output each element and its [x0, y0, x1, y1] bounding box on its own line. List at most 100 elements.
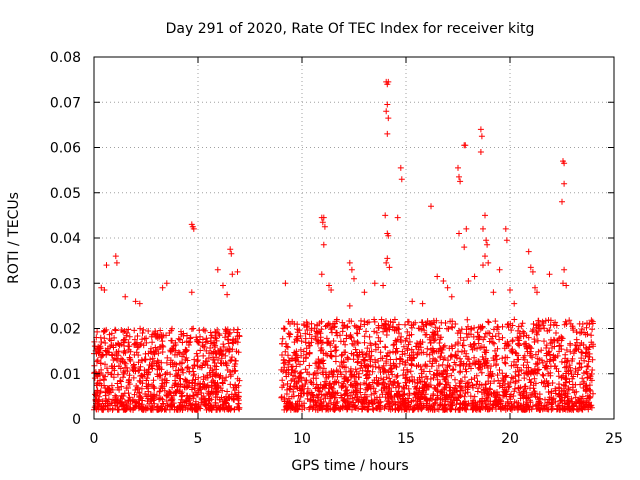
data-point [285, 330, 292, 337]
data-point [91, 369, 98, 376]
data-point [142, 356, 149, 363]
data-point [189, 379, 196, 386]
data-point [208, 332, 215, 339]
data-point [457, 361, 464, 368]
data-point [588, 332, 595, 339]
data-point [386, 264, 393, 271]
data-point [113, 350, 120, 357]
data-points [91, 78, 597, 413]
data-point [191, 392, 197, 399]
data-point [217, 346, 224, 353]
data-point [115, 341, 122, 347]
data-point [92, 391, 98, 398]
data-point [474, 388, 481, 395]
data-point [281, 325, 288, 332]
data-point [330, 338, 337, 344]
data-point [145, 328, 152, 334]
data-point [120, 369, 127, 376]
x-tick-label: 10 [293, 431, 311, 447]
data-point [125, 385, 131, 391]
data-point [493, 356, 500, 363]
data-point [198, 399, 205, 406]
data-point [104, 388, 111, 395]
data-point [461, 244, 468, 251]
data-point [200, 360, 207, 366]
data-point [182, 346, 189, 353]
data-point [212, 399, 219, 406]
data-point [151, 400, 158, 407]
data-point [227, 381, 234, 388]
data-point [139, 380, 146, 387]
data-point [120, 349, 127, 356]
data-point [211, 339, 217, 346]
data-point [94, 373, 101, 380]
data-point [163, 393, 170, 399]
data-point [120, 339, 127, 346]
data-point [228, 405, 235, 412]
data-point [97, 360, 104, 367]
data-point [485, 318, 491, 325]
data-point [346, 259, 353, 266]
y-tick-label: 0.01 [50, 367, 81, 383]
data-point [482, 212, 488, 219]
x-tick-label: 20 [501, 431, 519, 447]
data-point [137, 363, 144, 370]
data-point [213, 335, 219, 342]
data-point [436, 340, 443, 346]
data-point [156, 364, 163, 371]
data-point [508, 374, 515, 381]
data-point [222, 352, 229, 359]
data-point [553, 330, 559, 336]
data-point [558, 358, 565, 365]
data-point [511, 300, 518, 307]
data-point [149, 339, 156, 346]
data-point [471, 273, 478, 280]
data-point [461, 374, 468, 381]
data-point [95, 397, 102, 404]
data-point [384, 101, 391, 108]
data-point [457, 178, 464, 185]
data-point [177, 336, 183, 343]
data-point [306, 350, 313, 357]
data-point [200, 376, 207, 383]
data-point [102, 361, 108, 368]
data-point [229, 367, 236, 374]
data-point [105, 396, 112, 403]
data-point [227, 329, 233, 336]
data-point [548, 390, 555, 397]
data-point [159, 342, 166, 349]
data-point [531, 339, 538, 345]
y-tick-label: 0.07 [50, 95, 81, 111]
data-point [174, 351, 181, 358]
data-point [192, 401, 199, 408]
data-point [137, 325, 144, 332]
data-point [220, 344, 227, 350]
data-point [233, 348, 240, 355]
data-point [398, 176, 405, 183]
data-point [440, 278, 447, 284]
data-point [222, 399, 229, 406]
data-point [384, 255, 391, 262]
data-point [106, 336, 113, 342]
data-point [131, 327, 138, 334]
data-point [546, 271, 553, 278]
data-point [372, 356, 378, 363]
data-point [112, 253, 119, 260]
data-point [127, 401, 134, 407]
data-point [127, 357, 134, 364]
data-point [111, 334, 118, 341]
data-point [216, 374, 223, 381]
data-point [105, 369, 111, 376]
data-point [138, 340, 145, 347]
data-point [117, 365, 124, 372]
data-point [108, 330, 115, 337]
data-point [204, 362, 211, 369]
data-point [382, 344, 389, 351]
data-point [210, 369, 217, 376]
data-point [371, 328, 378, 335]
data-point [459, 342, 466, 349]
data-point [456, 230, 462, 237]
data-point [94, 387, 101, 394]
data-point [318, 271, 325, 278]
y-axis-label: ROTI / TECUs [6, 192, 22, 284]
